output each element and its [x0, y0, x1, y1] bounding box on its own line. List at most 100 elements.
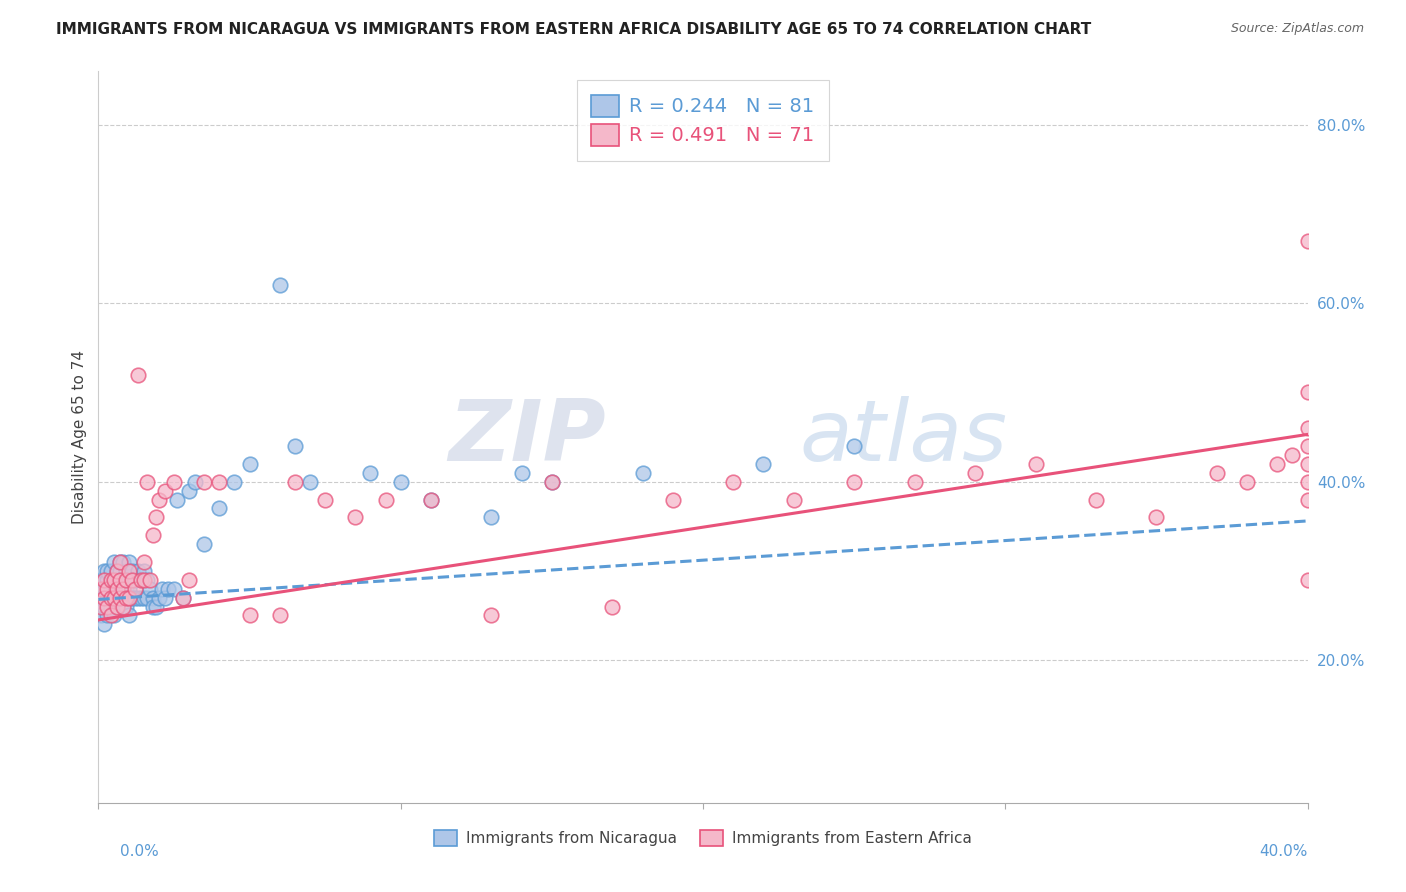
Point	[100, 573, 122, 587]
Point	[96, 599, 118, 614]
Point	[118, 582, 141, 596]
Point	[224, 475, 246, 489]
Point	[129, 573, 152, 587]
Point	[111, 591, 134, 605]
Point	[389, 475, 412, 489]
Point	[93, 617, 115, 632]
Point	[284, 439, 307, 453]
Point	[105, 599, 128, 614]
Point	[193, 537, 215, 551]
Point	[631, 466, 654, 480]
Point	[100, 599, 122, 614]
Point	[103, 555, 125, 569]
Point	[93, 591, 115, 605]
Point	[420, 492, 443, 507]
Point	[111, 573, 134, 587]
Text: 40.0%: 40.0%	[1260, 845, 1308, 859]
Point	[148, 492, 170, 507]
Point	[1296, 457, 1319, 471]
Point	[374, 492, 396, 507]
Point	[208, 501, 231, 516]
Point	[1296, 421, 1319, 435]
Point	[108, 573, 131, 587]
Point	[100, 582, 122, 596]
Point	[118, 564, 141, 578]
Point	[1206, 466, 1229, 480]
Point	[100, 564, 122, 578]
Point	[510, 466, 533, 480]
Point	[103, 608, 125, 623]
Point	[179, 573, 201, 587]
Point	[111, 599, 134, 614]
Point	[96, 573, 118, 587]
Point	[142, 528, 165, 542]
Point	[96, 608, 118, 623]
Point	[1267, 457, 1289, 471]
Point	[153, 591, 176, 605]
Point	[1296, 385, 1319, 400]
Point	[193, 475, 215, 489]
Point	[114, 573, 136, 587]
Point	[420, 492, 443, 507]
Point	[118, 555, 141, 569]
Point	[100, 591, 122, 605]
Point	[118, 573, 141, 587]
Point	[108, 555, 131, 569]
Point	[105, 564, 128, 578]
Point	[269, 608, 291, 623]
Point	[965, 466, 987, 480]
Point	[118, 591, 141, 605]
Point	[90, 599, 112, 614]
Point	[135, 475, 157, 489]
Point	[844, 475, 866, 489]
Point	[132, 591, 155, 605]
Point	[129, 591, 152, 605]
Point	[105, 573, 128, 587]
Point	[239, 457, 262, 471]
Point	[124, 591, 146, 605]
Point	[103, 573, 125, 587]
Point	[105, 599, 128, 614]
Point	[1296, 475, 1319, 489]
Point	[114, 573, 136, 587]
Point	[269, 278, 291, 293]
Point	[723, 475, 745, 489]
Point	[111, 582, 134, 596]
Point	[111, 582, 134, 596]
Point	[103, 591, 125, 605]
Text: Source: ZipAtlas.com: Source: ZipAtlas.com	[1230, 22, 1364, 36]
Point	[1296, 234, 1319, 248]
Point	[783, 492, 806, 507]
Point	[96, 582, 118, 596]
Point	[145, 599, 167, 614]
Point	[132, 564, 155, 578]
Point	[284, 475, 307, 489]
Point	[135, 591, 157, 605]
Y-axis label: Disability Age 65 to 74: Disability Age 65 to 74	[72, 350, 87, 524]
Point	[103, 573, 125, 587]
Point	[111, 555, 134, 569]
Text: IMMIGRANTS FROM NICARAGUA VS IMMIGRANTS FROM EASTERN AFRICA DISABILITY AGE 65 TO: IMMIGRANTS FROM NICARAGUA VS IMMIGRANTS …	[56, 22, 1091, 37]
Point	[100, 608, 122, 623]
Point	[124, 573, 146, 587]
Point	[114, 582, 136, 596]
Point	[93, 564, 115, 578]
Point	[108, 564, 131, 578]
Point	[108, 591, 131, 605]
Point	[103, 582, 125, 596]
Point	[135, 573, 157, 587]
Point	[1281, 448, 1303, 462]
Point	[145, 510, 167, 524]
Point	[166, 492, 188, 507]
Point	[314, 492, 336, 507]
Point	[129, 573, 152, 587]
Point	[108, 555, 131, 569]
Text: ZIP: ZIP	[449, 395, 606, 479]
Point	[105, 582, 128, 596]
Point	[108, 591, 131, 605]
Point	[114, 599, 136, 614]
Point	[360, 466, 382, 480]
Point	[139, 582, 162, 596]
Point	[1144, 510, 1167, 524]
Point	[96, 591, 118, 605]
